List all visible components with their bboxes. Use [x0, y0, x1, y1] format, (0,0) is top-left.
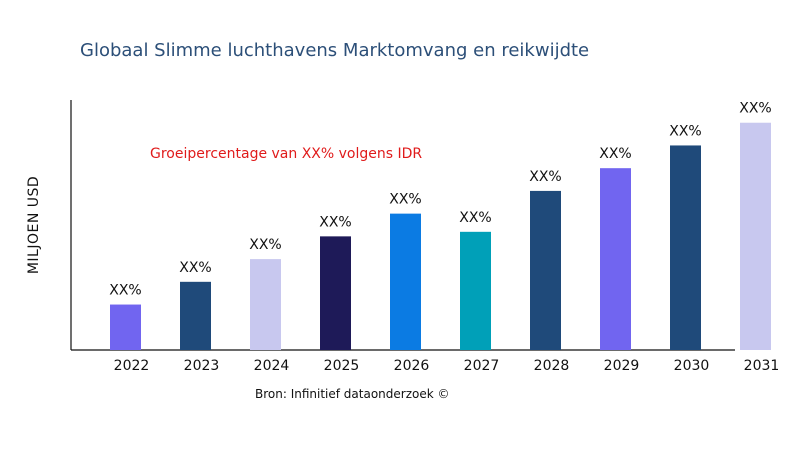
x-tick-label-2031: 2031 — [744, 358, 780, 374]
x-tick-label-2029: 2029 — [604, 358, 640, 374]
x-tick-label-2022: 2022 — [114, 358, 150, 374]
x-tick-label-2027: 2027 — [464, 358, 500, 374]
x-tick-label-2030: 2030 — [674, 358, 710, 374]
data-label-2027: XX% — [459, 210, 491, 226]
bar-2022 — [110, 304, 141, 350]
x-tick-label-2025: 2025 — [324, 358, 360, 374]
bar-2025 — [320, 236, 351, 350]
bar-2026 — [390, 213, 421, 350]
bar-2030 — [670, 145, 701, 350]
chart-title: Globaal Slimme luchthavens Marktomvang e… — [80, 40, 590, 61]
data-label-2024: XX% — [249, 237, 281, 253]
source-note: Bron: Infinitief dataonderzoek © — [255, 387, 450, 401]
data-label-2022: XX% — [109, 283, 141, 299]
x-tick-label-2024: 2024 — [254, 358, 290, 374]
bar-2023 — [180, 281, 211, 350]
data-label-2023: XX% — [179, 260, 211, 276]
data-label-2030: XX% — [669, 123, 701, 139]
data-label-2031: XX% — [739, 101, 771, 117]
data-label-2026: XX% — [389, 192, 421, 208]
bar-2031 — [740, 122, 771, 351]
data-label-2029: XX% — [599, 146, 631, 162]
bar-2024 — [250, 259, 281, 350]
bar-2029 — [600, 168, 631, 350]
bar-2028 — [530, 190, 561, 350]
growth-annotation: Groeipercentage van XX% volgens IDR — [150, 146, 423, 162]
bar-2027 — [460, 231, 491, 350]
data-label-2028: XX% — [529, 169, 561, 185]
x-tick-label-2026: 2026 — [394, 358, 430, 374]
data-label-2025: XX% — [319, 214, 351, 230]
x-tick-label-2028: 2028 — [534, 358, 570, 374]
x-tick-label-2023: 2023 — [184, 358, 220, 374]
